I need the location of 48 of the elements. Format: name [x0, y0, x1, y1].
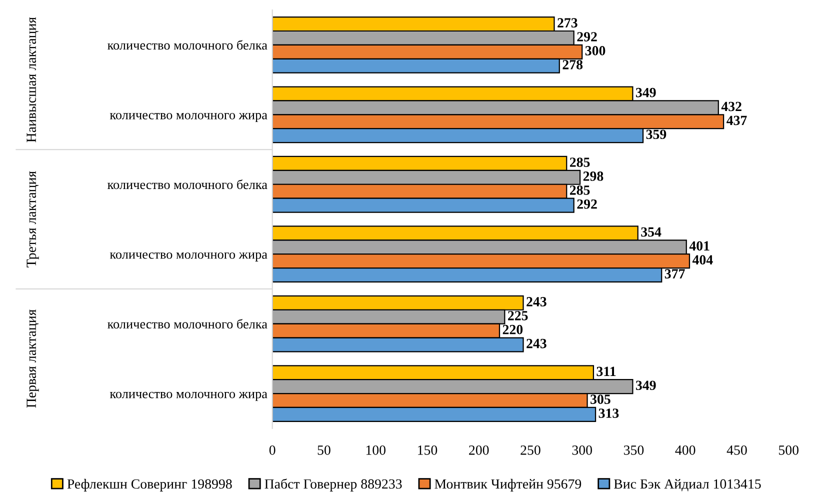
x-tick-label: 100	[366, 445, 386, 455]
data-label: 225	[508, 310, 528, 320]
data-label: 401	[689, 241, 710, 251]
legend-label: Пабст Говернер 889233	[264, 478, 402, 492]
legend-label: Рефлекшн Соверинг 198998	[67, 478, 232, 492]
x-tick-label: 200	[469, 445, 489, 455]
data-label: 292	[577, 199, 597, 209]
text: Третья лактация	[26, 171, 39, 268]
data-label: 273	[558, 18, 578, 28]
y-tick-label: количество молочного жира	[110, 113, 268, 122]
x-tick-label: 50	[318, 445, 330, 455]
x-tick-label: 500	[779, 445, 798, 455]
data-label: 359	[646, 130, 666, 140]
x-tick-label: 0	[269, 445, 276, 455]
data-label: 298	[583, 172, 604, 181]
y-tick-label: количество молочного жира	[110, 252, 268, 262]
data-label: 243	[526, 297, 546, 306]
y-tick-label: количество молочного жира	[110, 392, 268, 401]
data-label: 305	[590, 394, 610, 404]
x-tick-label: 150	[418, 445, 438, 455]
data-label: 313	[598, 408, 619, 418]
data-label: 243	[526, 338, 546, 348]
legend-label: Монтвик Чифтейн 95679	[434, 478, 582, 492]
y-tick-label: количество молочного белка	[108, 318, 268, 329]
text: Первая лактация	[26, 310, 39, 408]
data-label: 432	[721, 102, 742, 112]
y-tick-label: количество молочного белка	[108, 180, 268, 190]
data-label: 311	[596, 366, 616, 376]
data-label: 349	[636, 88, 656, 98]
x-tick-label: 400	[675, 445, 696, 455]
y-tick-label: количество молочного белка	[108, 40, 268, 50]
data-label: 300	[585, 46, 606, 56]
x-tick-label: 300	[572, 445, 592, 455]
x-tick-label: 250	[520, 445, 540, 455]
data-label: 278	[562, 60, 583, 70]
data-label: 437	[726, 116, 747, 126]
data-label: 404	[692, 255, 713, 265]
data-label: 354	[641, 227, 662, 237]
x-tick-label: 350	[624, 445, 644, 455]
data-label: 285	[570, 158, 590, 167]
data-label: 220	[502, 324, 523, 334]
legend-label: Вис Бэк Айдиал 1013415	[614, 479, 761, 492]
data-label: 292	[577, 32, 597, 42]
x-tick-label: 450	[726, 445, 747, 455]
data-label: 349	[636, 380, 656, 390]
text: Наивысшая лактация	[26, 17, 39, 142]
data-label: 285	[570, 185, 590, 195]
data-label: 377	[664, 269, 685, 278]
